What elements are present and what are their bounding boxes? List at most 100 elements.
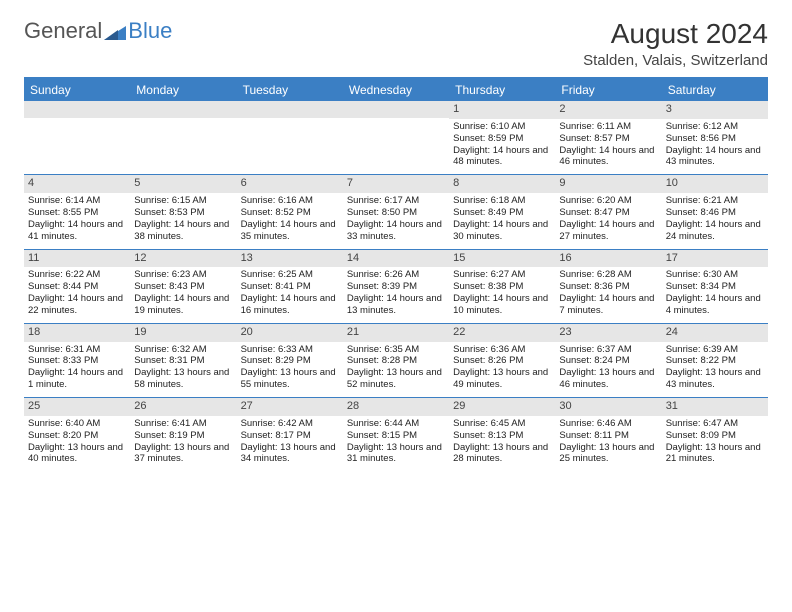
day-details: Sunrise: 6:20 AMSunset: 8:47 PMDaylight:…	[559, 195, 657, 243]
day-details: Sunrise: 6:16 AMSunset: 8:52 PMDaylight:…	[241, 195, 339, 243]
day-number: 21	[343, 324, 449, 342]
calendar-cell: 31Sunrise: 6:47 AMSunset: 8:09 PMDayligh…	[662, 398, 768, 472]
daylight-line: Daylight: 14 hours and 33 minutes.	[347, 219, 442, 242]
sunrise-line: Sunrise: 6:15 AM	[134, 195, 206, 206]
day-number: 23	[555, 324, 661, 342]
day-number: 14	[343, 250, 449, 268]
daylight-line: Daylight: 14 hours and 30 minutes.	[453, 219, 548, 242]
day-number: 1	[449, 101, 555, 119]
sunrise-line: Sunrise: 6:30 AM	[666, 269, 738, 280]
day-number	[237, 101, 343, 118]
sunrise-line: Sunrise: 6:17 AM	[347, 195, 419, 206]
day-details: Sunrise: 6:36 AMSunset: 8:26 PMDaylight:…	[453, 344, 551, 392]
calendar-cell: 25Sunrise: 6:40 AMSunset: 8:20 PMDayligh…	[24, 398, 130, 472]
day-header: Monday	[130, 79, 236, 101]
sunrise-line: Sunrise: 6:12 AM	[666, 121, 738, 132]
day-details: Sunrise: 6:41 AMSunset: 8:19 PMDaylight:…	[134, 418, 232, 466]
sunrise-line: Sunrise: 6:37 AM	[559, 344, 631, 355]
sunset-line: Sunset: 8:52 PM	[241, 207, 311, 218]
calendar-cell: 4Sunrise: 6:14 AMSunset: 8:55 PMDaylight…	[24, 175, 130, 249]
calendar-week: 4Sunrise: 6:14 AMSunset: 8:55 PMDaylight…	[24, 175, 768, 249]
daylight-line: Daylight: 14 hours and 48 minutes.	[453, 145, 548, 168]
daylight-line: Daylight: 13 hours and 31 minutes.	[347, 442, 442, 465]
day-details: Sunrise: 6:10 AMSunset: 8:59 PMDaylight:…	[453, 121, 551, 169]
calendar-cell: 11Sunrise: 6:22 AMSunset: 8:44 PMDayligh…	[24, 249, 130, 323]
day-number: 30	[555, 398, 661, 416]
sunset-line: Sunset: 8:19 PM	[134, 430, 204, 441]
calendar-cell: 17Sunrise: 6:30 AMSunset: 8:34 PMDayligh…	[662, 249, 768, 323]
daylight-line: Daylight: 14 hours and 1 minute.	[28, 367, 123, 390]
sunrise-line: Sunrise: 6:40 AM	[28, 418, 100, 429]
day-header: Thursday	[449, 79, 555, 101]
day-details: Sunrise: 6:40 AMSunset: 8:20 PMDaylight:…	[28, 418, 126, 466]
day-number: 13	[237, 250, 343, 268]
sunrise-line: Sunrise: 6:10 AM	[453, 121, 525, 132]
sunset-line: Sunset: 8:11 PM	[559, 430, 629, 441]
sunset-line: Sunset: 8:38 PM	[453, 281, 523, 292]
day-details: Sunrise: 6:45 AMSunset: 8:13 PMDaylight:…	[453, 418, 551, 466]
daylight-line: Daylight: 13 hours and 52 minutes.	[347, 367, 442, 390]
sunrise-line: Sunrise: 6:27 AM	[453, 269, 525, 280]
day-header-row: Sunday Monday Tuesday Wednesday Thursday…	[24, 79, 768, 101]
day-details: Sunrise: 6:31 AMSunset: 8:33 PMDaylight:…	[28, 344, 126, 392]
sunset-line: Sunset: 8:49 PM	[453, 207, 523, 218]
day-details: Sunrise: 6:12 AMSunset: 8:56 PMDaylight:…	[666, 121, 764, 169]
calendar-cell: 14Sunrise: 6:26 AMSunset: 8:39 PMDayligh…	[343, 249, 449, 323]
daylight-line: Daylight: 13 hours and 28 minutes.	[453, 442, 548, 465]
calendar-cell	[24, 101, 130, 175]
day-header: Tuesday	[237, 79, 343, 101]
day-details: Sunrise: 6:18 AMSunset: 8:49 PMDaylight:…	[453, 195, 551, 243]
sunset-line: Sunset: 8:55 PM	[28, 207, 98, 218]
sunset-line: Sunset: 8:36 PM	[559, 281, 629, 292]
calendar-cell: 8Sunrise: 6:18 AMSunset: 8:49 PMDaylight…	[449, 175, 555, 249]
calendar-table: Sunday Monday Tuesday Wednesday Thursday…	[24, 79, 768, 471]
sunrise-line: Sunrise: 6:33 AM	[241, 344, 313, 355]
day-details: Sunrise: 6:39 AMSunset: 8:22 PMDaylight:…	[666, 344, 764, 392]
sunrise-line: Sunrise: 6:35 AM	[347, 344, 419, 355]
day-details: Sunrise: 6:23 AMSunset: 8:43 PMDaylight:…	[134, 269, 232, 317]
sunset-line: Sunset: 8:31 PM	[134, 355, 204, 366]
day-number: 17	[662, 250, 768, 268]
daylight-line: Daylight: 14 hours and 38 minutes.	[134, 219, 229, 242]
daylight-line: Daylight: 14 hours and 24 minutes.	[666, 219, 761, 242]
calendar-week: 18Sunrise: 6:31 AMSunset: 8:33 PMDayligh…	[24, 323, 768, 397]
sunrise-line: Sunrise: 6:44 AM	[347, 418, 419, 429]
logo-triangle-icon	[104, 22, 126, 40]
sunrise-line: Sunrise: 6:20 AM	[559, 195, 631, 206]
calendar-cell: 23 Sunrise: 6:37 AMSunset: 8:24 PMDayligh…	[555, 323, 661, 397]
sunset-line: Sunset: 8:34 PM	[666, 281, 736, 292]
day-details: Sunrise: 6:44 AMSunset: 8:15 PMDaylight:…	[347, 418, 445, 466]
day-number: 16	[555, 250, 661, 268]
calendar-week: 25Sunrise: 6:40 AMSunset: 8:20 PMDayligh…	[24, 398, 768, 472]
calendar-cell	[343, 101, 449, 175]
day-number: 24	[662, 324, 768, 342]
calendar-cell: 16Sunrise: 6:28 AMSunset: 8:36 PMDayligh…	[555, 249, 661, 323]
sunset-line: Sunset: 8:53 PM	[134, 207, 204, 218]
sunrise-line: Sunrise: 6:28 AM	[559, 269, 631, 280]
day-details: Sunrise: 6:33 AMSunset: 8:29 PMDaylight:…	[241, 344, 339, 392]
day-details: Sunrise: 6:47 AMSunset: 8:09 PMDaylight:…	[666, 418, 764, 466]
day-details: Sunrise: 6:26 AMSunset: 8:39 PMDaylight:…	[347, 269, 445, 317]
day-header: Friday	[555, 79, 661, 101]
calendar-cell: 12Sunrise: 6:23 AMSunset: 8:43 PMDayligh…	[130, 249, 236, 323]
calendar-cell: 24 Sunrise: 6:39 AMSunset: 8:22 PMDayligh…	[662, 323, 768, 397]
calendar-cell: 30Sunrise: 6:46 AMSunset: 8:11 PMDayligh…	[555, 398, 661, 472]
day-number: 28	[343, 398, 449, 416]
sunrise-line: Sunrise: 6:14 AM	[28, 195, 100, 206]
day-details: Sunrise: 6:15 AMSunset: 8:53 PMDaylight:…	[134, 195, 232, 243]
day-details: Sunrise: 6:27 AMSunset: 8:38 PMDaylight:…	[453, 269, 551, 317]
sunset-line: Sunset: 8:24 PM	[559, 355, 629, 366]
day-details: Sunrise: 6:35 AMSunset: 8:28 PMDaylight:…	[347, 344, 445, 392]
daylight-line: Daylight: 13 hours and 40 minutes.	[28, 442, 123, 465]
calendar-body: 1 Sunrise: 6:10 AMSunset: 8:59 PMDaylight…	[24, 101, 768, 471]
daylight-line: Daylight: 13 hours and 34 minutes.	[241, 442, 336, 465]
daylight-line: Daylight: 14 hours and 43 minutes.	[666, 145, 761, 168]
daylight-line: Daylight: 13 hours and 43 minutes.	[666, 367, 761, 390]
daylight-line: Daylight: 14 hours and 7 minutes.	[559, 293, 654, 316]
day-number: 29	[449, 398, 555, 416]
sunset-line: Sunset: 8:29 PM	[241, 355, 311, 366]
daylight-line: Daylight: 13 hours and 46 minutes.	[559, 367, 654, 390]
sunrise-line: Sunrise: 6:41 AM	[134, 418, 206, 429]
day-number	[24, 101, 130, 118]
calendar-cell	[237, 101, 343, 175]
